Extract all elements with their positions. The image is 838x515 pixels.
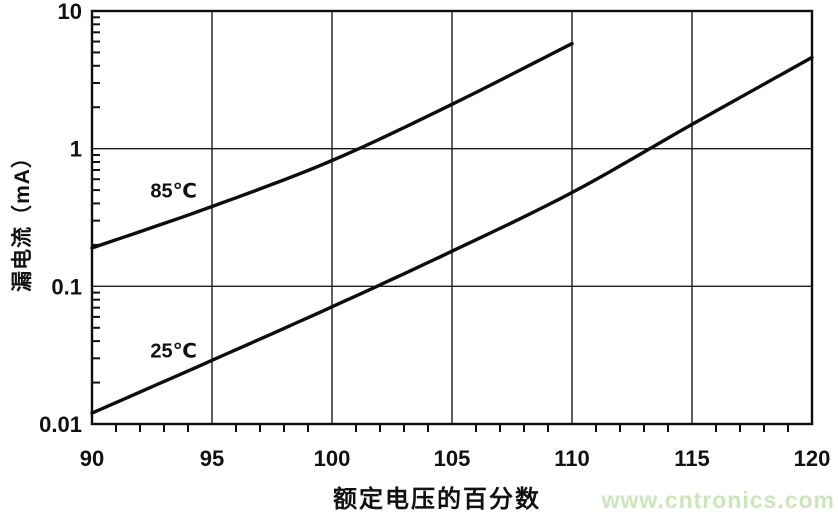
watermark: www.cntronics.com [601,487,835,513]
y-axis-title: 漏电流（mA） [11,146,34,292]
x-tick-label: 95 [200,446,224,471]
x-tick-label: 110 [554,446,590,471]
y-tick-label: 1 [70,137,82,162]
y-tick-label: 0.1 [51,274,82,299]
y-tick-label: 0.01 [39,412,82,437]
x-tick-label: 90 [80,446,104,471]
series-curve-25℃ [90,55,814,415]
x-axis-title: 额定电压的百分数 [333,486,541,513]
series-curve-85℃ [90,41,574,250]
x-tick-label: 115 [674,446,710,471]
x-tick-label: 120 [794,446,831,471]
x-tick-label: 100 [314,446,351,471]
series-label-85c: 85℃ [150,180,197,203]
plot-border [90,9,814,426]
x-tick-label: 105 [434,446,471,471]
series-label-25c: 25℃ [150,340,197,363]
y-tick-label: 10 [58,0,82,24]
